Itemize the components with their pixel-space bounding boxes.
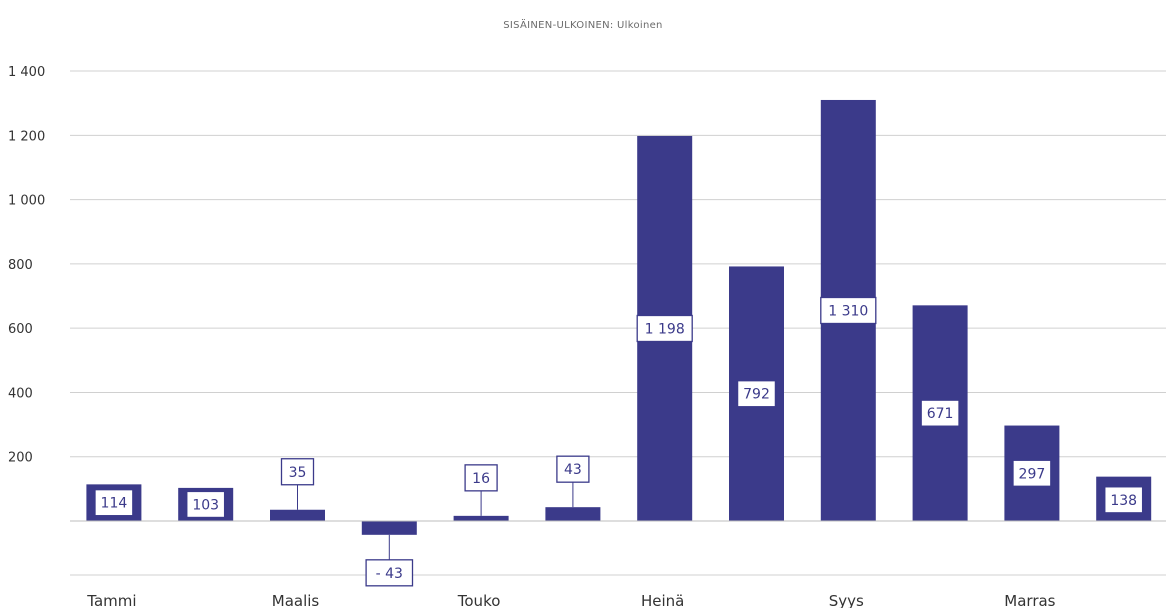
y-axis: 200 400 600 800 1 000 1 200 1 400: [8, 65, 45, 466]
x-tick-label: Touko: [457, 592, 501, 608]
data-label-box: [820, 296, 877, 325]
y-tick-label: 1 200: [8, 129, 45, 144]
x-axis: Tammi Maalis Touko Heinä Syys Marras: [70, 520, 1166, 608]
data-label-tammi: 114: [94, 489, 134, 517]
y-tick-label: 1 000: [8, 194, 45, 209]
data-label-loka: 671: [920, 399, 960, 427]
y-tick-label: 400: [8, 386, 33, 401]
data-label-text: 1 198: [645, 321, 685, 337]
y-tick-label: 200: [8, 451, 33, 466]
gridlines: [70, 70, 1166, 576]
data-label-text: 297: [1019, 466, 1046, 482]
data-label-box: [636, 314, 693, 343]
data-label-text: - 43: [376, 566, 403, 582]
data-label-heinä: 1 198: [636, 314, 693, 343]
x-tick-label: Heinä: [641, 592, 684, 608]
data-label-helmi: 103: [186, 490, 226, 519]
x-tick-label: Marras: [1004, 592, 1055, 608]
data-label-text: 114: [101, 496, 128, 512]
data-label-touko: 16: [464, 464, 498, 492]
data-label-box: [365, 559, 414, 587]
data-label-huhti: - 43: [365, 559, 414, 587]
bar-huhti: [361, 521, 417, 535]
y-tick-label: 600: [8, 322, 33, 337]
data-label-maalis: 35: [280, 458, 315, 486]
data-label-box: [556, 455, 590, 483]
chart-title: SISÄINEN-ULKOINEN: Ulkoinen: [503, 20, 663, 31]
data-label-text: 35: [289, 465, 307, 481]
data-label-box: [920, 399, 960, 427]
data-label-box: [1012, 459, 1052, 487]
data-label-box: [736, 380, 777, 408]
data-label-text: 1 310: [828, 303, 868, 319]
data-label-syys: 1 310: [820, 296, 877, 325]
data-label-marras: 297: [1012, 459, 1052, 487]
data-label-box: [186, 490, 226, 519]
data-label-elo: 792: [736, 380, 777, 408]
data-label-box: [1104, 486, 1144, 514]
data-labels: 114 103 35 - 43 16 43 1 198 792 1 310 671 297 138: [94, 296, 1144, 587]
data-label-joulu: 138: [1104, 486, 1144, 514]
bar-touko: [453, 515, 509, 521]
bars: [86, 99, 1152, 535]
data-label-text: 16: [472, 471, 490, 487]
x-tick-label: Tammi: [86, 592, 136, 608]
data-label-text: 138: [1110, 493, 1137, 509]
data-label-text: 792: [743, 387, 770, 403]
data-label-kesä: 43: [556, 455, 590, 483]
x-tick-label: Maalis: [272, 592, 320, 608]
y-tick-label: 800: [8, 258, 33, 273]
data-label-box: [464, 464, 498, 492]
data-label-text: 43: [564, 462, 582, 478]
x-tick-label: Syys: [829, 592, 864, 608]
data-label-box: [280, 458, 315, 486]
data-label-box: [94, 489, 134, 517]
y-tick-label: 1 400: [8, 65, 45, 80]
data-label-text: 103: [192, 497, 219, 513]
data-label-text: 671: [927, 406, 954, 422]
bar-maalis: [270, 509, 325, 521]
bar-kesä: [545, 507, 601, 521]
